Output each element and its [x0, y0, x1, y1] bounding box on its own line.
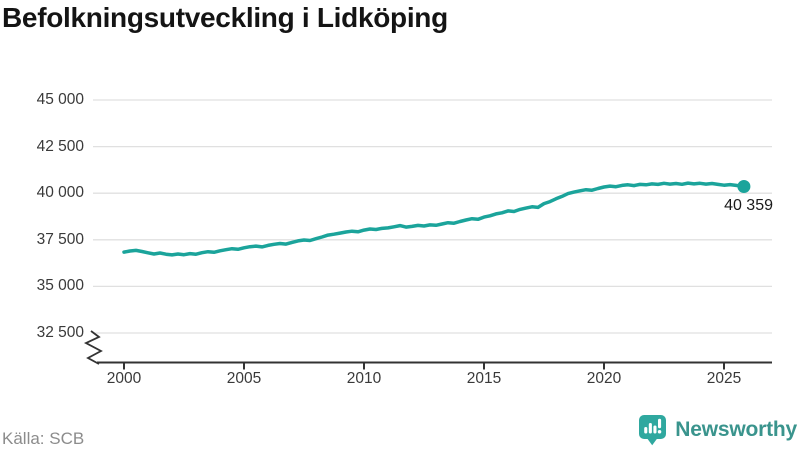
x-axis-label: 2025 [706, 370, 742, 387]
newsworthy-wordmark: Newsworthy [675, 418, 797, 441]
y-axis-label: 45 000 [36, 91, 84, 108]
newsworthy-bubble-bar-chart-icon [639, 415, 667, 446]
x-axis-label: 2020 [586, 370, 622, 387]
chart-title: Befolkningsutveckling i Lidköping [2, 2, 448, 33]
y-axis-label: 37 500 [36, 230, 84, 248]
x-axis-label: 2010 [346, 370, 382, 387]
x-axis-label: 2015 [466, 370, 502, 387]
y-axis-label: 42 500 [36, 137, 84, 155]
axis-break-zigzag-icon [83, 330, 103, 365]
y-axis-label: 32 500 [36, 324, 84, 341]
y-axis-label: 40 000 [36, 184, 84, 202]
x-axis-label: 2000 [106, 370, 142, 387]
end-point-dot [737, 180, 751, 194]
population-series-line [122, 181, 746, 257]
end-value-label: 40 359 [724, 197, 773, 214]
x-axis-label: 2005 [226, 370, 262, 387]
source-note: Källa: SCB [2, 429, 85, 448]
newsworthy-logo: Newsworthy [638, 414, 797, 446]
y-axis-label: 35 000 [36, 277, 84, 295]
